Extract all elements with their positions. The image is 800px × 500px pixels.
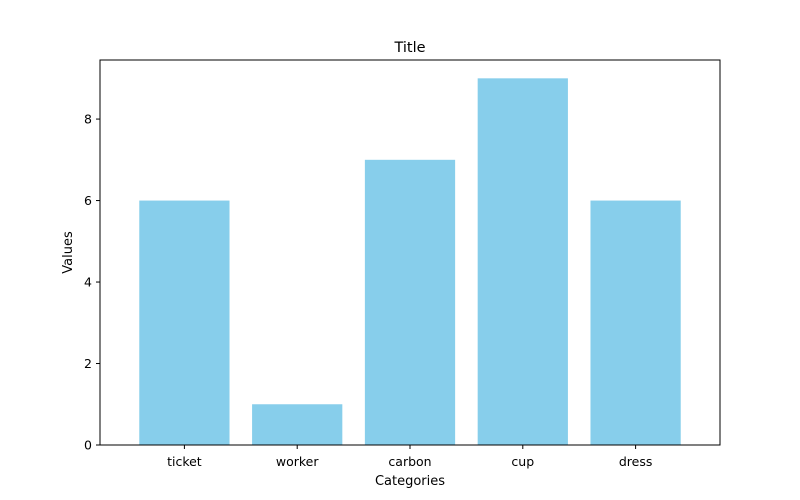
plot-frame [99, 59, 721, 446]
x-tick-label: carbon [388, 454, 431, 469]
y-axis-label: Values [61, 231, 76, 274]
bar-dress [590, 200, 681, 445]
y-tick-label: 6 [84, 193, 92, 208]
bars-group [139, 78, 681, 445]
x-tick-label: cup [511, 454, 534, 469]
y-ticks-group: 0 2 4 6 8 [84, 112, 100, 453]
y-tick-label: 2 [84, 356, 92, 371]
y-tick-label: 4 [84, 275, 92, 290]
x-tick-label: worker [276, 454, 319, 469]
bar-cup [477, 78, 568, 445]
x-tick-label: dress [619, 454, 653, 469]
bar-worker [252, 404, 343, 445]
x-ticks-group: ticket worker carbon cup dress [167, 445, 652, 469]
chart-title: Title [393, 40, 425, 56]
y-tick-label: 8 [84, 112, 92, 127]
bar-carbon [364, 159, 456, 445]
bar-ticket [139, 200, 230, 445]
x-tick-label: ticket [167, 454, 202, 469]
x-axis-label: Categories [375, 474, 445, 489]
y-tick-label: 0 [84, 438, 92, 453]
